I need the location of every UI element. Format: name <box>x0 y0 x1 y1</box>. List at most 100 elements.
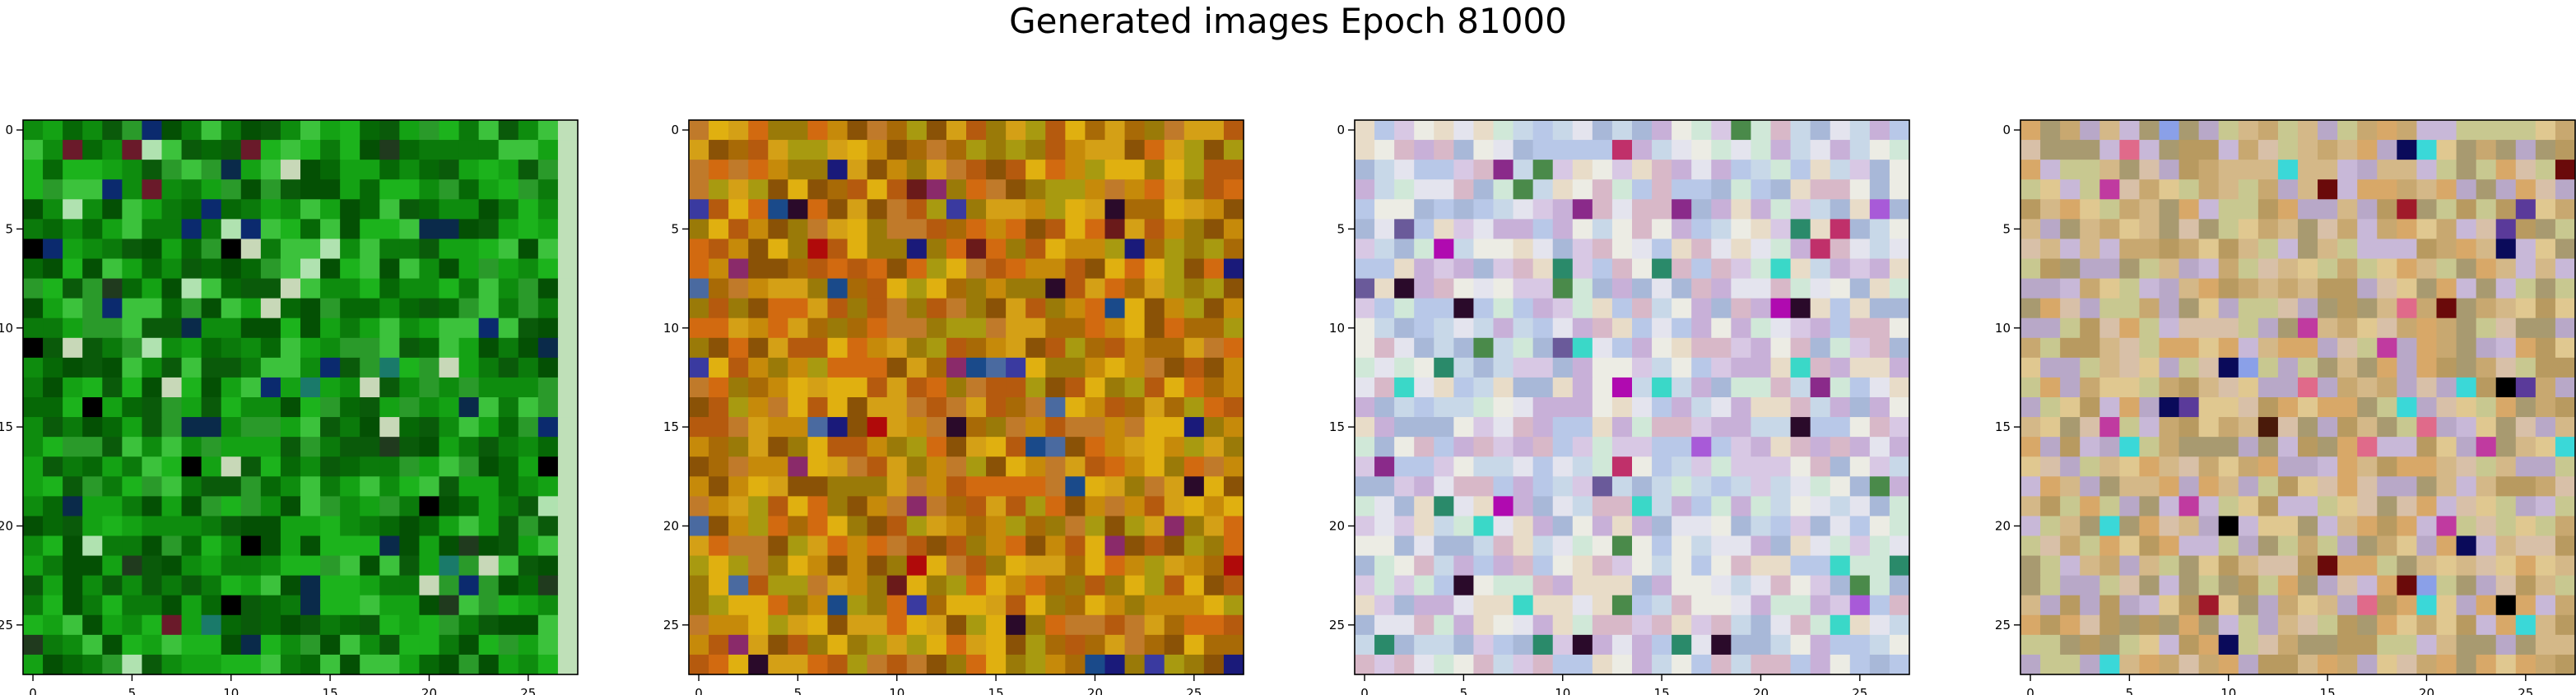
pixel-cell <box>1751 239 1772 260</box>
pixel-cell <box>1572 317 1593 339</box>
pixel-cell <box>768 575 788 596</box>
pixel-cell <box>2277 496 2299 517</box>
pixel-cell <box>807 199 829 220</box>
pixel-cell <box>1203 317 1225 339</box>
pixel-cell <box>2218 595 2239 616</box>
pixel-cell <box>1572 417 1593 438</box>
pixel-cell <box>768 199 788 220</box>
pixel-cell <box>1869 278 1890 299</box>
pixel-cell <box>2456 516 2477 537</box>
pixel-cell <box>788 258 809 280</box>
pixel-cell <box>1164 239 1185 260</box>
pixel-cell <box>478 317 500 339</box>
pixel-cell <box>1045 496 1066 517</box>
pixel-cell <box>2357 239 2378 260</box>
pixel-cell <box>2238 496 2259 517</box>
pixel-cell <box>788 634 809 656</box>
pixel-cell <box>2277 258 2299 280</box>
pixel-cell <box>478 199 500 220</box>
pixel-cell <box>1790 456 1811 477</box>
pixel-cell <box>2060 258 2081 280</box>
pixel-cell <box>2139 397 2160 418</box>
pixel-cell <box>1045 437 1066 457</box>
pixel-cell <box>340 614 360 636</box>
pixel-cell <box>1592 219 1613 240</box>
pixel-cell <box>379 595 400 616</box>
pixel-cell <box>807 317 829 339</box>
pixel-cell <box>2416 516 2438 537</box>
pixel-cell <box>906 298 928 319</box>
pixel-cell <box>1453 179 1475 200</box>
pixel-cell <box>2277 377 2299 398</box>
pixel-cell <box>240 575 262 596</box>
pixel-cell <box>1104 634 1126 656</box>
pixel-cell <box>1691 496 1712 517</box>
pixel-cell <box>2515 417 2536 438</box>
pixel-cell <box>2080 437 2100 457</box>
pixel-cell <box>2357 377 2378 398</box>
pixel-cell <box>748 614 769 636</box>
pixel-cell <box>102 298 123 319</box>
pixel-cell <box>1355 258 1375 280</box>
pixel-cell <box>43 535 63 557</box>
pixel-cell <box>2020 160 2041 180</box>
pixel-cell <box>2337 397 2358 418</box>
pixel-cell <box>906 535 928 557</box>
pixel-cell <box>1124 219 1146 240</box>
pixel-cell <box>2397 555 2418 577</box>
pixel-cell <box>2119 634 2141 656</box>
pixel-cell <box>43 575 63 596</box>
pixel-cell <box>498 634 519 656</box>
pixel-cell <box>2277 239 2299 260</box>
pixel-cell <box>926 595 947 616</box>
pixel-cell <box>102 496 123 517</box>
pixel-cell <box>2139 140 2160 160</box>
pixel-cell <box>709 278 729 299</box>
pixel-cell <box>1124 634 1146 656</box>
pixel-cell <box>2555 595 2576 616</box>
pixel-cell <box>1691 140 1712 160</box>
x-tick-label: 5 <box>128 686 137 695</box>
pixel-cell <box>728 179 749 200</box>
pixel-cell <box>2099 377 2120 398</box>
pixel-cell <box>2020 239 2041 260</box>
pixel-cell <box>1434 298 1454 319</box>
pixel-cell <box>946 120 967 141</box>
x-tick-label: 5 <box>1460 686 1468 695</box>
pixel-cell <box>1355 614 1375 636</box>
pixel-cell <box>1183 496 1205 517</box>
pixel-cell <box>986 555 1007 577</box>
pixel-cell <box>2515 397 2536 418</box>
pixel-cell <box>1414 317 1434 339</box>
pixel-cell <box>1691 555 1712 577</box>
pixel-cell <box>1144 377 1165 398</box>
pixel-cell <box>419 258 440 280</box>
pixel-cell <box>966 555 987 577</box>
pixel-cell <box>1849 476 1871 497</box>
pixel-cell <box>1453 317 1475 339</box>
pixel-cell <box>340 179 360 200</box>
pixel-cell <box>419 239 440 260</box>
pixel-cell <box>986 456 1007 477</box>
pixel-cell <box>82 357 103 378</box>
pixel-cell <box>827 437 849 457</box>
pixel-cell <box>1611 437 1633 457</box>
pixel-cell <box>2397 140 2418 160</box>
pixel-cell <box>399 120 421 141</box>
pixel-cell <box>1810 377 1831 398</box>
pixel-cell <box>2060 417 2081 438</box>
pixel-cell <box>748 634 769 656</box>
pixel-cell <box>1183 179 1205 200</box>
pixel-cell <box>1223 337 1244 359</box>
pixel-cell <box>2377 140 2397 160</box>
pixel-cell <box>1552 397 1574 418</box>
pixel-cell <box>1045 199 1066 220</box>
pixel-cell <box>2535 258 2556 280</box>
pixel-cell <box>1203 496 1225 517</box>
pixel-cell <box>966 179 987 200</box>
pixel-cell <box>2277 179 2299 200</box>
pixel-cell <box>280 258 301 280</box>
pixel-cell <box>788 140 809 160</box>
pixel-cell <box>122 298 143 319</box>
pixel-cell <box>498 595 519 616</box>
